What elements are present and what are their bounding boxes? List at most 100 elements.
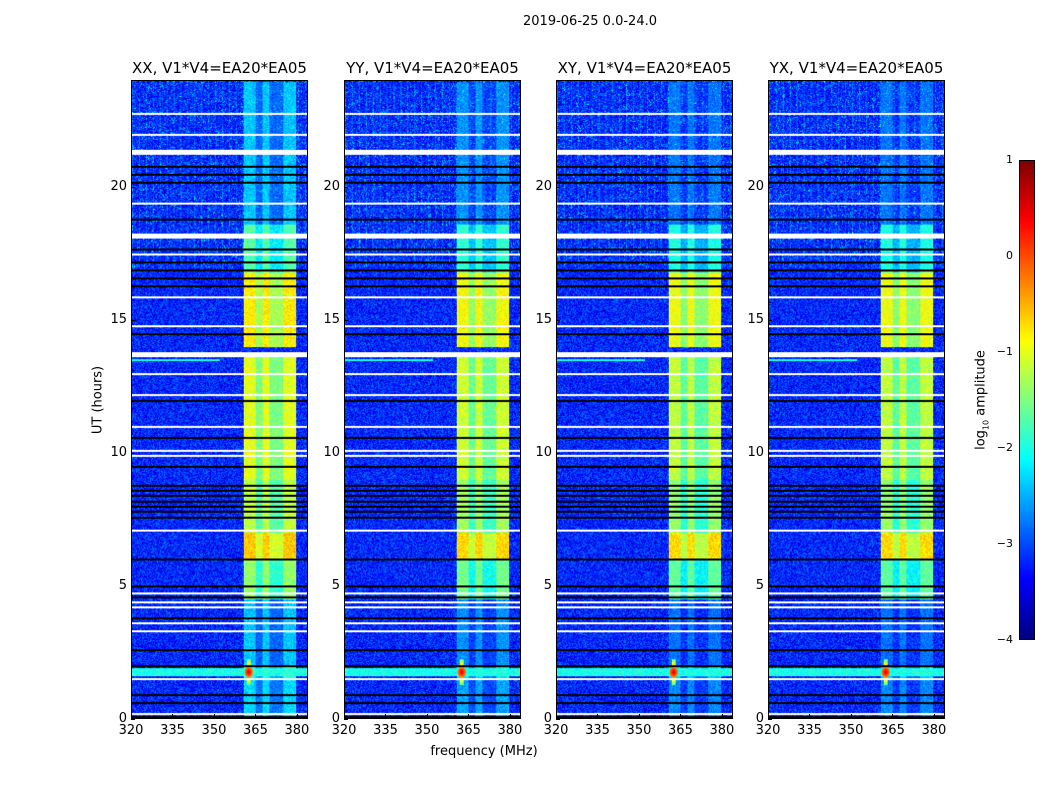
x-tick-label: 380 xyxy=(497,723,523,738)
panel-title: XY, V1*V4=EA20*EA05 xyxy=(557,59,732,77)
x-tick-label: 350 xyxy=(201,723,227,738)
y-tick-label: 5 xyxy=(331,577,340,593)
x-tick-label: 380 xyxy=(709,723,735,738)
x-tick-mark xyxy=(296,714,298,718)
y-tick-mark xyxy=(556,186,560,188)
x-tick-label: 320 xyxy=(331,723,357,738)
y-tick-label: 5 xyxy=(118,577,127,593)
y-tick-label: 20 xyxy=(747,178,764,194)
colorbar-tick-label: −1 xyxy=(996,345,1013,358)
colorbar-tick-label: −2 xyxy=(996,441,1013,454)
x-tick-label: 380 xyxy=(921,723,947,738)
y-tick-label: 0 xyxy=(331,711,340,726)
x-tick-label: 320 xyxy=(118,723,144,738)
y-tick-mark xyxy=(131,319,135,321)
x-tick-mark xyxy=(721,714,723,718)
y-axis-label: UT (hours) xyxy=(90,365,106,435)
colorbar-tick-label: −4 xyxy=(996,633,1013,646)
y-tick-label: 15 xyxy=(747,311,764,327)
x-tick-mark xyxy=(597,714,599,718)
x-tick-mark xyxy=(850,714,852,718)
x-tick-label: 365 xyxy=(668,723,693,738)
x-tick-mark xyxy=(809,714,811,718)
x-tick-label: 335 xyxy=(585,723,610,738)
y-tick-mark xyxy=(131,452,135,454)
x-tick-label: 320 xyxy=(755,723,781,738)
heatmap-image xyxy=(557,81,732,718)
y-tick-label: 20 xyxy=(110,178,127,194)
colorbar xyxy=(1019,160,1035,640)
y-tick-label: 20 xyxy=(323,178,340,194)
y-tick-mark xyxy=(768,452,772,454)
y-tick-mark xyxy=(768,719,772,720)
x-tick-mark xyxy=(426,714,428,718)
panel-title: YX, V1*V4=EA20*EA05 xyxy=(769,59,944,77)
figure-title: 2019-06-25 0.0-24.0 xyxy=(523,14,657,29)
x-tick-label: 350 xyxy=(626,723,652,738)
y-tick-label: 15 xyxy=(535,311,552,327)
heatmap-image xyxy=(769,81,944,718)
colorbar-gradient xyxy=(1020,161,1034,639)
y-tick-mark xyxy=(344,719,348,720)
y-tick-mark xyxy=(131,585,135,587)
x-tick-label: 335 xyxy=(373,723,398,738)
x-tick-label: 365 xyxy=(243,723,268,738)
y-tick-mark xyxy=(344,319,348,321)
colorbar-tick-label: −3 xyxy=(996,537,1013,550)
y-tick-mark xyxy=(556,319,560,321)
heatmap-panel xyxy=(131,80,308,719)
heatmap-image xyxy=(345,81,520,718)
x-tick-mark xyxy=(509,714,511,718)
x-tick-label: 365 xyxy=(880,723,905,738)
x-tick-label: 335 xyxy=(160,723,185,738)
y-tick-mark xyxy=(344,585,348,587)
x-tick-mark xyxy=(638,714,640,718)
colorbar-tick-label: 1 xyxy=(1006,153,1013,166)
x-tick-mark xyxy=(213,714,215,718)
y-tick-label: 10 xyxy=(110,444,127,460)
x-tick-mark xyxy=(344,714,345,718)
x-tick-mark xyxy=(933,714,935,718)
x-tick-label: 365 xyxy=(456,723,481,738)
y-tick-label: 10 xyxy=(747,444,764,460)
x-axis-label: frequency (MHz) xyxy=(430,744,538,759)
x-tick-mark xyxy=(255,714,257,718)
heatmap-panel xyxy=(556,80,733,719)
y-tick-label: 0 xyxy=(543,711,552,726)
heatmap-panel xyxy=(344,80,521,719)
x-tick-mark xyxy=(680,714,682,718)
x-tick-mark xyxy=(385,714,387,718)
colorbar-label: log10 amplitude xyxy=(973,350,991,450)
y-tick-mark xyxy=(556,452,560,454)
y-tick-mark xyxy=(768,319,772,321)
y-tick-label: 0 xyxy=(118,711,127,726)
x-tick-label: 350 xyxy=(414,723,440,738)
x-tick-label: 350 xyxy=(838,723,864,738)
x-tick-mark xyxy=(468,714,470,718)
y-tick-label: 5 xyxy=(543,577,552,593)
x-tick-mark xyxy=(556,714,557,718)
heatmap-panel xyxy=(768,80,945,719)
x-tick-label: 380 xyxy=(284,723,310,738)
y-tick-label: 5 xyxy=(755,577,764,593)
y-tick-mark xyxy=(131,719,135,720)
y-tick-mark xyxy=(768,585,772,587)
y-tick-label: 0 xyxy=(755,711,764,726)
y-tick-label: 15 xyxy=(110,311,127,327)
y-tick-label: 20 xyxy=(535,178,552,194)
y-tick-mark xyxy=(768,186,772,188)
y-tick-mark xyxy=(556,585,560,587)
y-tick-mark xyxy=(344,186,348,188)
y-tick-mark xyxy=(344,452,348,454)
panel-title: YY, V1*V4=EA20*EA05 xyxy=(346,59,519,77)
y-tick-mark xyxy=(131,186,135,188)
y-tick-label: 10 xyxy=(535,444,552,460)
y-tick-label: 15 xyxy=(323,311,340,327)
colorbar-tick-label: 0 xyxy=(1006,249,1013,262)
panel-title: XX, V1*V4=EA20*EA05 xyxy=(132,59,307,77)
y-tick-mark xyxy=(556,719,560,720)
x-tick-mark xyxy=(892,714,894,718)
x-tick-mark xyxy=(131,714,132,718)
x-tick-mark xyxy=(768,714,769,718)
